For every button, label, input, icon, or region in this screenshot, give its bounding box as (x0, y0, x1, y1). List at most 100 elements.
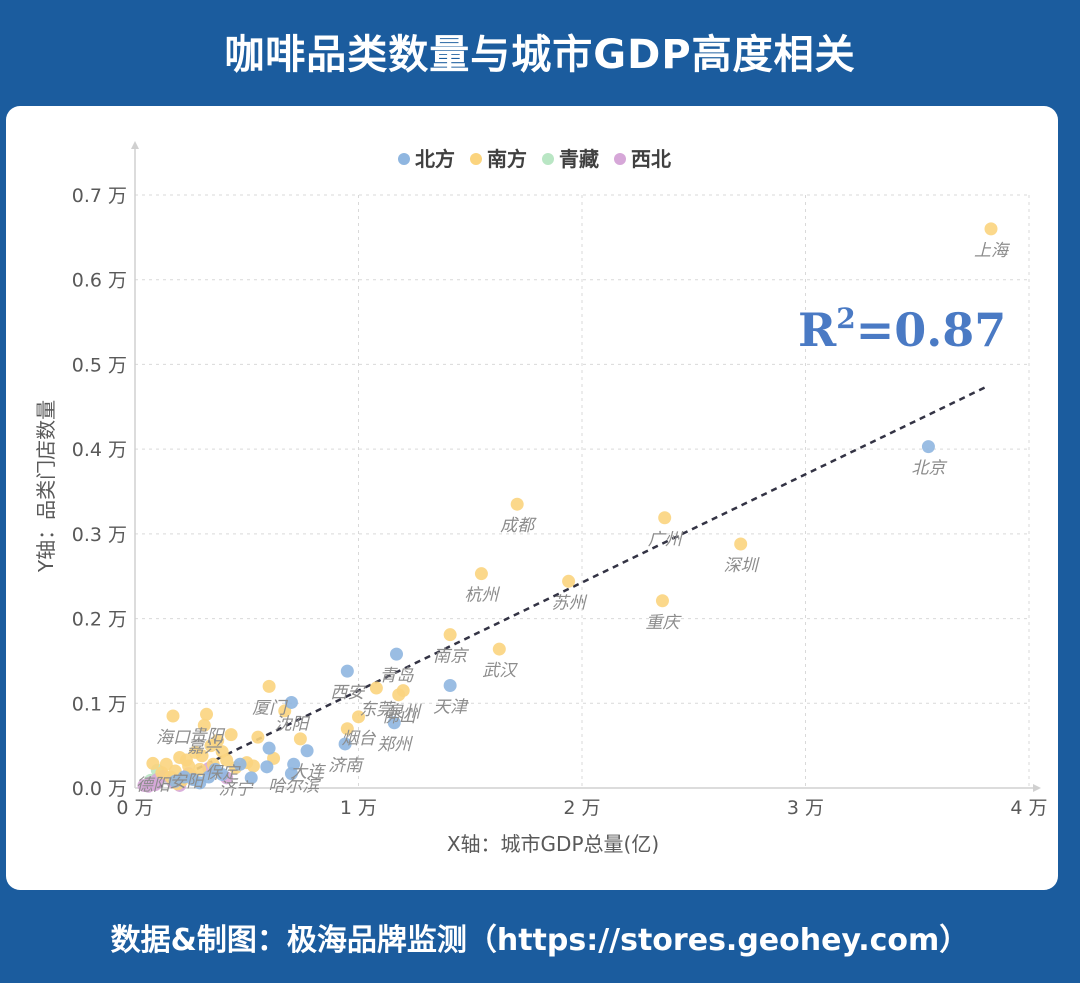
data-point-south[interactable] (562, 574, 576, 588)
data-point-south[interactable] (984, 222, 998, 236)
point-label: 重庆 (645, 613, 682, 633)
data-point-south[interactable] (146, 756, 160, 770)
data-point-north[interactable] (443, 678, 457, 692)
data-point-north[interactable] (208, 762, 222, 776)
data-point-north[interactable] (300, 744, 314, 758)
data-point-north[interactable] (244, 771, 258, 785)
chart-card: 0.0 万 0.1 万 0.2 万 0.3 万 0.4 万 0.5 万 0.6 万 0.7 万… (6, 106, 1058, 890)
point-label: 成都 (500, 516, 537, 536)
point-label: 安阳 (169, 772, 205, 792)
data-point-south[interactable] (510, 497, 524, 511)
x-tick-label: 3 万 (787, 797, 824, 819)
data-point-south[interactable] (220, 753, 234, 767)
legend-marker-qingzang (542, 153, 554, 165)
legend-label-northwest: 西北 (631, 147, 671, 171)
point-label: 德阳 (136, 775, 172, 795)
data-point-south[interactable] (173, 751, 187, 765)
data-point-north[interactable] (193, 776, 207, 790)
y-tick-label: 0.4 万 (72, 439, 127, 461)
data-point-south[interactable] (734, 537, 748, 551)
point-layer (137, 222, 998, 793)
data-point-south[interactable] (251, 730, 265, 744)
x-axis-arrow (1033, 784, 1041, 792)
data-point-south[interactable] (200, 707, 214, 721)
legend-label-north: 北方 (415, 147, 455, 171)
point-label: 苏州 (552, 593, 588, 613)
point-label: 厦门 (252, 698, 288, 718)
point-label: 天津 (433, 697, 469, 717)
data-point-north[interactable] (168, 774, 182, 788)
y-tick-label: 0.7 万 (72, 185, 127, 207)
point-label: 济宁 (219, 780, 255, 800)
y-tick-label: 0.5 万 (72, 354, 127, 376)
point-label: 泉州 (386, 703, 422, 723)
point-label: 保定 (205, 764, 241, 784)
y-axis-arrow (131, 141, 139, 149)
data-point-south[interactable] (246, 759, 260, 773)
x-tick-label: 1 万 (340, 797, 377, 819)
data-point-south[interactable] (166, 709, 180, 723)
data-point-south[interactable] (188, 745, 202, 759)
data-point-north[interactable] (284, 695, 298, 709)
point-label: 哈尔滨 (268, 776, 321, 796)
y-tick-label: 0.6 万 (72, 270, 127, 292)
point-label: 深圳 (724, 556, 761, 576)
point-label: 西安 (330, 683, 366, 703)
legend-marker-south (470, 153, 482, 165)
y-axis-title: Y轴：品类门店数量 (34, 400, 58, 573)
r2-annotation: R2=0.87 (798, 302, 1006, 357)
x-tick-label: 4 万 (1010, 797, 1047, 819)
data-point-south[interactable] (369, 681, 383, 695)
grid-layer (135, 194, 1030, 788)
footer-source: 数据&制图：极海品牌监测（https://stores.geohey.com） (110, 923, 970, 958)
data-point-north[interactable] (262, 741, 276, 755)
data-point-north[interactable] (389, 647, 403, 661)
data-point-south[interactable] (658, 511, 672, 525)
data-point-south[interactable] (193, 762, 207, 776)
point-label: 东莞 (359, 700, 396, 720)
point-label: 青岛 (379, 666, 414, 686)
data-point-south[interactable] (655, 594, 669, 608)
data-point-south[interactable] (224, 728, 238, 742)
data-point-south[interactable] (262, 679, 276, 693)
legend-marker-northwest (614, 153, 626, 165)
legend: 北方 南方 青藏 西北 (398, 147, 671, 171)
legend-label-qingzang: 青藏 (559, 147, 599, 171)
page-title: 咖啡品类数量与城市GDP高度相关 (224, 32, 856, 78)
point-label: 烟台 (342, 729, 377, 749)
point-label: 北京 (911, 459, 947, 479)
point-label: 佛山 (382, 707, 417, 727)
data-point-north[interactable] (338, 737, 352, 751)
scatter-chart: 0.0 万 0.1 万 0.2 万 0.3 万 0.4 万 0.5 万 0.6 万 0.7 万… (34, 141, 1048, 856)
data-point-south[interactable] (293, 732, 307, 746)
header-banner: 咖啡品类数量与城市GDP高度相关 (0, 0, 1080, 105)
data-point-north[interactable] (284, 767, 298, 781)
data-point-south[interactable] (352, 710, 365, 724)
point-label: 郑州 (377, 735, 413, 755)
point-label: 嘉兴 (187, 737, 224, 757)
y-tick-label: 0.2 万 (72, 609, 127, 631)
data-point-south[interactable] (392, 688, 406, 702)
data-point-south[interactable] (474, 567, 488, 581)
point-label: 上海 (974, 241, 1011, 261)
legend-marker-north (398, 153, 410, 165)
data-point-south[interactable] (340, 722, 354, 736)
data-point-south[interactable] (155, 766, 169, 780)
data-point-north[interactable] (233, 757, 247, 771)
y-tick-label: 0.1 万 (72, 693, 127, 715)
data-point-north[interactable] (387, 716, 401, 730)
data-point-south[interactable] (492, 642, 506, 656)
data-point-north[interactable] (260, 760, 274, 774)
data-point-north[interactable] (340, 664, 354, 678)
data-point-north[interactable] (921, 440, 935, 454)
data-point-northwest[interactable] (148, 778, 162, 792)
point-label: 武汉 (482, 661, 518, 681)
point-label: 杭州 (464, 586, 500, 606)
data-point-south[interactable] (197, 718, 211, 732)
x-tick-label: 2 万 (563, 797, 600, 819)
data-point-south[interactable] (204, 739, 218, 753)
data-point-south[interactable] (443, 628, 457, 642)
point-label: 海口 (156, 728, 192, 748)
y-tick-label: 0.0 万 (72, 778, 127, 800)
